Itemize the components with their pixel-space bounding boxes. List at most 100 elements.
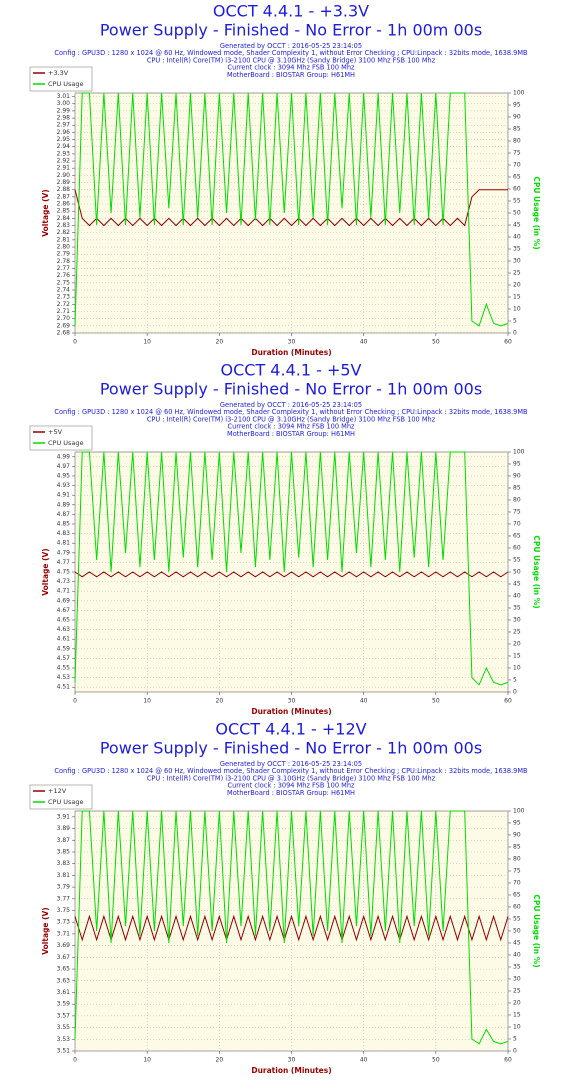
y-tick-label: 3.77: [57, 895, 71, 902]
y-tick-label: 2.90: [57, 172, 71, 179]
y2-tick-label: 55: [513, 557, 521, 564]
y-tick-label: 3.00: [57, 100, 71, 107]
y2-tick-label: 0: [513, 689, 517, 696]
x-tick-label: 60: [504, 339, 512, 346]
y-tick-label: 3.89: [57, 825, 71, 832]
y2-tick-label: 25: [513, 629, 521, 636]
y2-tick-label: 40: [513, 593, 521, 600]
y-tick-label: 3.55: [57, 1024, 71, 1031]
y-tick-label: 2.99: [57, 107, 71, 114]
info-line: Current clock : 3094 Mhz FSB 100 Mhz: [227, 64, 355, 72]
series-line: [74, 189, 508, 227]
y-tick-label: 2.70: [57, 315, 71, 322]
y-tick-label: 4.87: [57, 511, 71, 518]
y2-tick-label: 75: [513, 150, 521, 157]
series-line: [74, 451, 509, 686]
y-tick-label: 2.98: [57, 115, 71, 122]
info-line: CPU : Intel(R) Core(TM) i3-2100 CPU @ 3.…: [147, 415, 436, 423]
info-line: Generated by OCCT : 2016-05-25 23:14:05: [220, 401, 362, 409]
y-tick-label: 3.85: [57, 848, 71, 855]
legend-box: [29, 66, 93, 92]
y-tick-label: 4.73: [57, 578, 71, 585]
y2-tick-label: 100: [513, 808, 525, 815]
info-line: Current clock : 3094 Mhz FSB 100 Mhz: [227, 782, 355, 790]
y-tick-label: 2.85: [57, 208, 71, 215]
x-tick-label: 0: [73, 698, 77, 705]
info-line: Config : GPU3D : 1280 x 1024 @ 60 Hz, Wi…: [54, 49, 528, 57]
x-tick-label: 40: [360, 339, 368, 346]
x-tick-label: 20: [216, 339, 224, 346]
y2-tick-label: 45: [513, 581, 521, 588]
y2-tick-label: 30: [513, 617, 521, 624]
y2-tick-label: 70: [513, 880, 521, 887]
y-tick-label: 4.51: [57, 684, 71, 691]
x-tick-label: 40: [360, 1057, 368, 1064]
series-line: [74, 810, 509, 1045]
x-tick-label: 0: [73, 339, 77, 346]
y2-tick-label: 75: [513, 509, 521, 516]
y-tick-label: 3.69: [57, 942, 71, 949]
y-tick-label: 3.59: [57, 1001, 71, 1008]
series-line: [74, 914, 509, 942]
y2-tick-label: 35: [513, 246, 521, 253]
y2-tick-label: 40: [513, 234, 521, 241]
y2-tick-label: 90: [513, 114, 521, 121]
y-tick-label: 4.67: [57, 607, 71, 614]
info-line: Config : GPU3D : 1280 x 1024 @ 60 Hz, Wi…: [54, 767, 528, 775]
x-tick-label: 50: [432, 339, 440, 346]
y2-tick-label: 30: [513, 976, 521, 983]
y-tick-label: 2.83: [57, 222, 71, 229]
x-tick-label: 20: [216, 698, 224, 705]
y2-tick-label: 95: [513, 102, 521, 109]
y2-tick-label: 50: [513, 210, 521, 217]
y-tick-label: 2.69: [57, 322, 71, 329]
y-tick-label: 4.65: [57, 617, 71, 624]
y-axis-label: Voltage (V): [41, 548, 50, 596]
y2-tick-label: 10: [513, 1024, 521, 1031]
y-tick-label: 4.83: [57, 530, 71, 537]
chart-title: OCCT 4.4.1 - +3.3V: [213, 2, 369, 21]
y-tick-label: 4.53: [57, 674, 71, 681]
y-tick-label: 2.94: [57, 143, 71, 150]
y-tick-label: 4.91: [57, 492, 71, 499]
y-tick-label: 2.76: [57, 272, 71, 279]
y-tick-label: 2.74: [57, 287, 71, 294]
chart-subtitle: Power Supply - Finished - No Error - 1h …: [100, 21, 482, 40]
info-line: Current clock : 3094 Mhz FSB 100 Mhz: [227, 423, 355, 431]
info-line: MotherBoard : BIOSTAR Group: H61MH: [227, 430, 355, 438]
x-tick-label: 20: [216, 1057, 224, 1064]
y-tick-label: 2.82: [57, 229, 71, 236]
y2-tick-label: 50: [513, 928, 521, 935]
y-tick-label: 3.53: [57, 1036, 71, 1043]
series-line: [74, 571, 509, 578]
y-tick-label: 3.61: [57, 989, 71, 996]
y2-tick-label: 70: [513, 162, 521, 169]
y-tick-label: 3.57: [57, 1012, 71, 1019]
y2-tick-label: 20: [513, 282, 521, 289]
chart-title: OCCT 4.4.1 - +5V: [221, 361, 362, 380]
info-line: CPU : Intel(R) Core(TM) i3-2100 CPU @ 3.…: [147, 56, 436, 64]
y-tick-label: 3.81: [57, 872, 71, 879]
y-tick-label: 3.51: [57, 1048, 71, 1055]
y-tick-label: 2.72: [57, 301, 71, 308]
y2-tick-label: 85: [513, 126, 521, 133]
y2-tick-label: 15: [513, 294, 521, 301]
legend-label: CPU Usage: [48, 80, 84, 88]
y2-tick-label: 85: [513, 485, 521, 492]
y2-tick-label: 20: [513, 641, 521, 648]
y-tick-label: 2.78: [57, 258, 71, 265]
y-axis-label: Voltage (V): [41, 907, 50, 955]
y-tick-label: 4.63: [57, 626, 71, 633]
y2-axis-label: CPU Usage (in %): [532, 535, 541, 608]
y2-tick-label: 35: [513, 964, 521, 971]
y2-tick-label: 25: [513, 988, 521, 995]
y-tick-label: 2.95: [57, 136, 71, 143]
y-tick-label: 2.97: [57, 122, 71, 129]
info-line: Config : GPU3D : 1280 x 1024 @ 60 Hz, Wi…: [54, 408, 528, 416]
y2-tick-label: 90: [513, 832, 521, 839]
y-tick-label: 4.69: [57, 597, 71, 604]
y-tick-label: 3.87: [57, 837, 71, 844]
y-tick-label: 4.95: [57, 473, 71, 480]
info-line: CPU : Intel(R) Core(TM) i3-2100 CPU @ 3.…: [147, 774, 436, 782]
